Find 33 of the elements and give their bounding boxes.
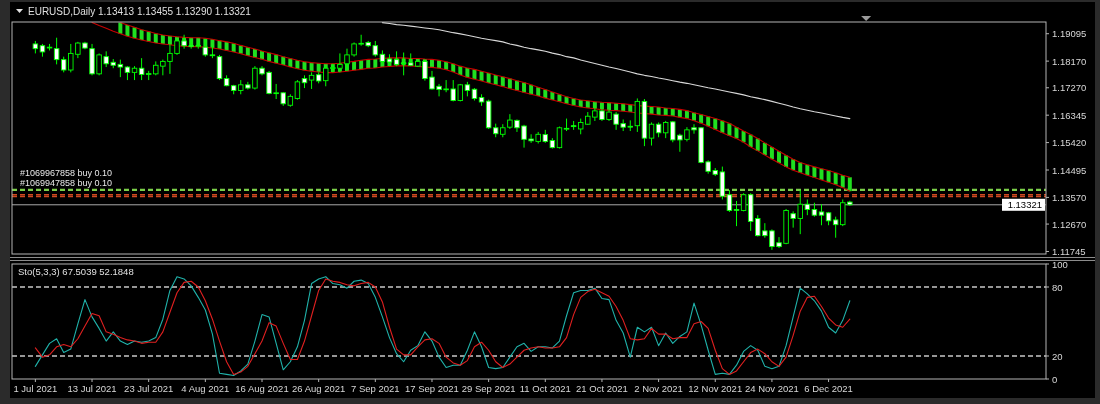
x-tick-label: 17 Sep 2021 bbox=[405, 383, 459, 394]
y-tick-label: 1.16345 bbox=[1052, 109, 1087, 121]
y-tick-label: 1.12670 bbox=[1052, 218, 1087, 230]
y-tick-label: 1.18170 bbox=[1052, 55, 1087, 67]
y-tick-label: 100 bbox=[1052, 258, 1068, 270]
x-tick-label: 1 Jul 2021 bbox=[13, 383, 58, 394]
chart-title: EURUSD,Daily 1.13413 1.13455 1.13290 1.13321 bbox=[28, 6, 252, 17]
y-tick-label: 20 bbox=[1052, 350, 1063, 362]
x-tick-label: 24 Nov 2021 bbox=[744, 383, 799, 394]
y-tick-label: 80 bbox=[1052, 281, 1063, 293]
ref-line-label: #1069967858 buy 0.10 bbox=[20, 168, 113, 179]
x-tick-label: 21 Oct 2021 bbox=[576, 383, 628, 394]
y-tick-label: 1.15420 bbox=[1052, 137, 1087, 149]
y-tick-label: 1.14495 bbox=[1052, 164, 1087, 176]
x-tick-label: 12 Nov 2021 bbox=[688, 383, 743, 394]
y-tick-label: 1.11745 bbox=[1052, 245, 1086, 257]
x-tick-label: 11 Oct 2021 bbox=[519, 383, 571, 394]
ref-line-label: #1069947858 buy 0.10 bbox=[20, 178, 113, 189]
x-tick-label: 13 Jul 2021 bbox=[67, 383, 117, 394]
x-tick-label: 4 Aug 2021 bbox=[181, 383, 230, 394]
y-tick-label: 0 bbox=[1052, 373, 1058, 385]
y-tick-label: 1.19095 bbox=[1052, 28, 1087, 40]
x-tick-label: 26 Aug 2021 bbox=[291, 383, 346, 394]
y-tick-label: 1.13570 bbox=[1052, 191, 1087, 203]
x-tick-label: 16 Aug 2021 bbox=[235, 383, 289, 394]
x-tick-label: 29 Sep 2021 bbox=[461, 383, 516, 394]
x-tick-label: 23 Jul 2021 bbox=[124, 383, 174, 394]
ref-line-label: 1.13321 bbox=[1007, 199, 1042, 211]
x-tick-label: 6 Dec 2021 bbox=[804, 383, 853, 394]
y-tick-label: 1.17270 bbox=[1052, 82, 1087, 94]
x-tick-label: 7 Sep 2021 bbox=[351, 383, 400, 394]
x-tick-label: 2 Nov 2021 bbox=[634, 383, 683, 394]
chart-title: Sto(5,3,3) 67.5039 52.1848 bbox=[18, 266, 134, 277]
